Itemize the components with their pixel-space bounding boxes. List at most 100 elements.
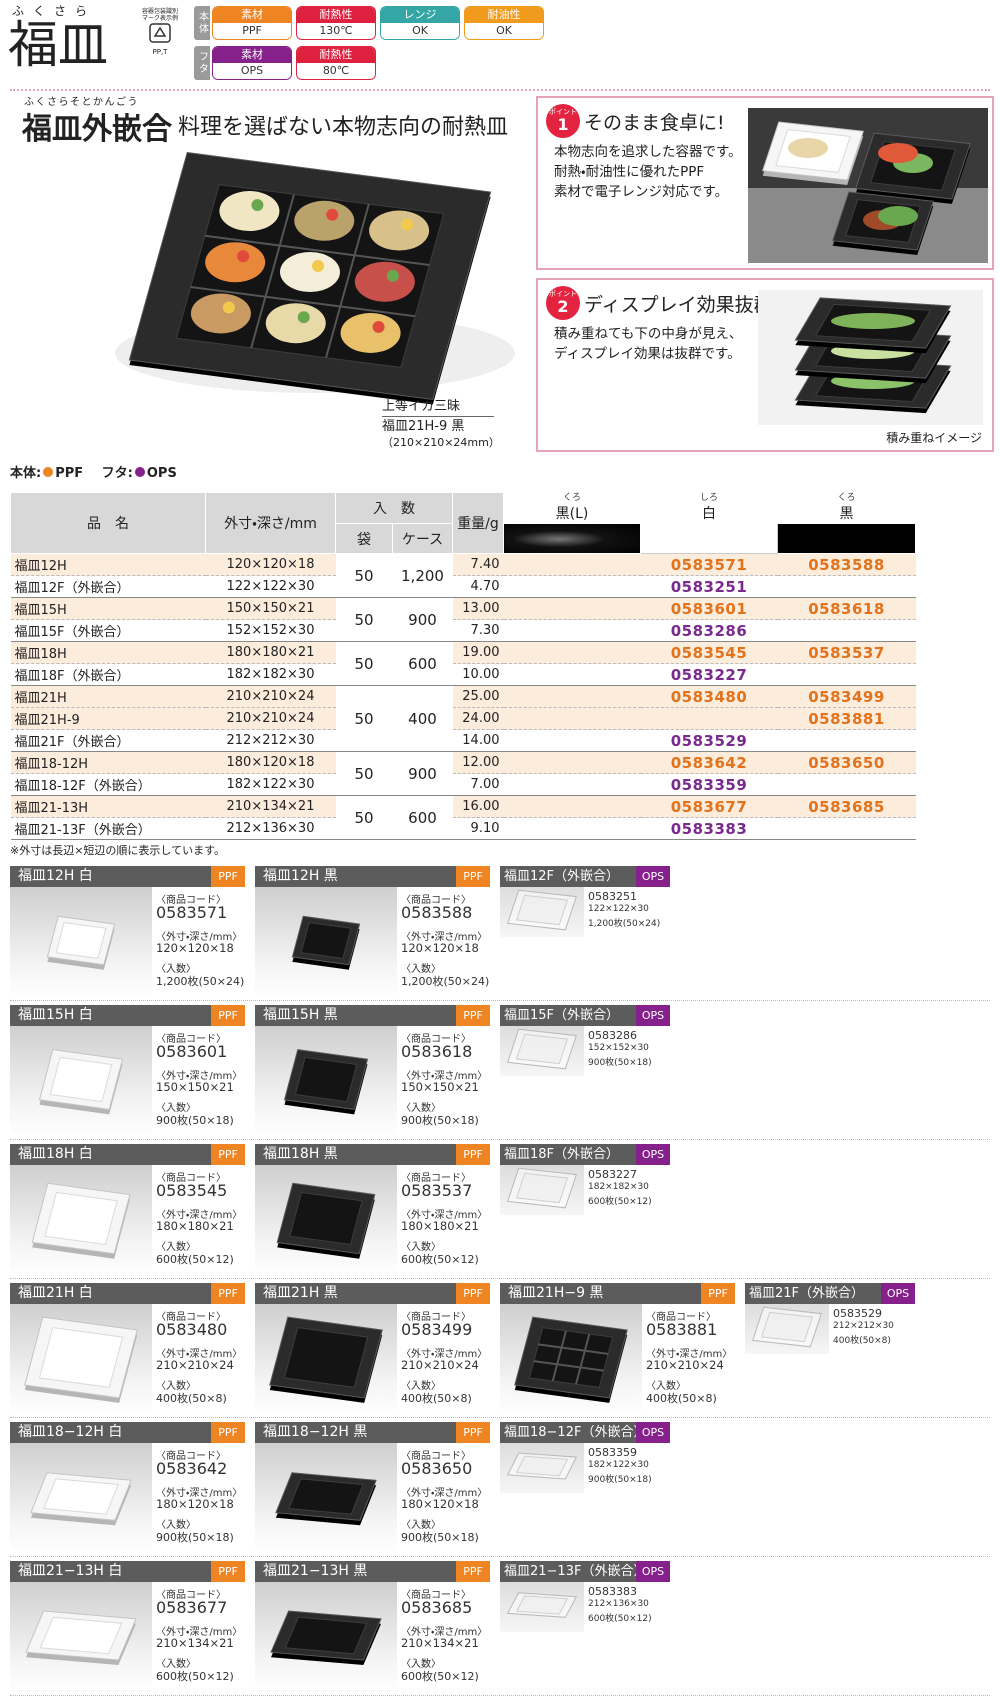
header-cell: くろ 黒(L) [503, 492, 641, 524]
dims: 180×120×18 [156, 1497, 234, 1511]
product-image [255, 1582, 397, 1693]
size: 212×136×30 [205, 817, 336, 840]
product-image [255, 1026, 397, 1137]
card-title: 福皿18−12F（外嵌合） [500, 1422, 670, 1443]
ruby: しろ [699, 493, 718, 503]
bag-qty: 50 [335, 751, 393, 796]
garnish [386, 269, 399, 282]
food [354, 261, 415, 302]
dims: 210×134×21 [156, 1636, 234, 1650]
table-row: 福皿12F（外嵌合） 122×122×30 4.70 0583251 [10, 575, 916, 598]
size: 182×122×30 [205, 773, 336, 796]
material-tag: PPF [456, 1283, 490, 1304]
bag-qty: 50 [335, 641, 393, 686]
caption-line: 福皿21H-9 黒 [382, 419, 465, 434]
weight: 13.00 [452, 597, 504, 620]
lid-code: 0583286 [640, 619, 778, 642]
code-label: 〈商品コード〉 [646, 1312, 716, 1323]
header-cell: しろ白 [640, 492, 778, 524]
qty: 900枚(50×18) [401, 1531, 479, 1544]
code-label: 〈商品コード〉 [156, 1312, 226, 1323]
recycle-icon [149, 23, 171, 43]
card-title: 福皿21H−9 黒 [500, 1283, 735, 1304]
bag-qty: 50 [335, 685, 393, 752]
table-row: 福皿15F（外嵌合） 152×152×30 7.30 0583286 [10, 619, 916, 642]
qty-label: 〈入数〉 [156, 964, 196, 975]
product-code: 0583286 [588, 1029, 637, 1042]
material-tag: OPS [881, 1283, 915, 1304]
dims: 210×210×24 [156, 1358, 234, 1372]
dims: 182×122×30 [588, 1460, 649, 1470]
table-row: 福皿21F（外嵌合） 212×212×30 14.00 0583529 [10, 729, 916, 752]
product-code: 0583618 [401, 1042, 473, 1061]
product-code: 0583529 [833, 1307, 882, 1320]
plate [30, 1472, 132, 1526]
dims: 120×120×18 [156, 941, 234, 955]
header-row: 袋 ケース [11, 523, 916, 554]
divider [190, 285, 416, 318]
plate [514, 1316, 628, 1403]
header-cell: 外寸・深さ/mm [205, 492, 336, 554]
weight: 24.00 [452, 707, 504, 730]
plate [507, 1028, 577, 1070]
food [280, 252, 340, 292]
product-name: 福皿21-13F（外嵌合） [10, 817, 206, 840]
food [831, 313, 915, 329]
card-title: 福皿18F（外嵌合） [500, 1144, 670, 1165]
card-title: 福皿21H 黒 [255, 1283, 490, 1304]
divider [575, 1333, 591, 1385]
lid-card: 福皿12F（外嵌合） OPS 0583251 122×122×30 1,200枚(50×… [500, 866, 670, 998]
plate-well [515, 1595, 569, 1615]
card-title: 福皿15H 黒 [255, 1005, 490, 1026]
food [190, 293, 251, 334]
legend-label: 本体: [10, 466, 42, 481]
dims: 212×212×30 [833, 1321, 894, 1331]
material-tag: OPS [636, 1561, 670, 1582]
dims-label: 〈外寸・深さ/mm〉 [156, 932, 243, 943]
code-black-l [503, 575, 641, 598]
product-code: 0583588 [401, 903, 473, 922]
plate [283, 1049, 369, 1115]
badge-label: 素材 [213, 47, 291, 63]
qty: 1,200枚(50×24) [156, 975, 245, 988]
lid-code: 0583529 [640, 729, 778, 752]
code-label: 〈商品コード〉 [401, 1173, 471, 1184]
dims: 210×134×21 [401, 1636, 479, 1650]
badge-label: レンジ [381, 7, 459, 23]
dims-label: 〈外寸・深さ/mm〉 [156, 1488, 243, 1499]
text-line: 耐熱・耐油性に優れたPPF [554, 164, 705, 180]
color-swatch [503, 523, 641, 554]
card-title: 福皿12H 黒 [255, 866, 490, 887]
badge-label: 耐熱性 [297, 7, 375, 23]
legend-value: PPF [55, 466, 84, 481]
header-label: 白 [702, 506, 716, 522]
plate [38, 1049, 124, 1115]
table-row: 福皿21H-9 210×210×24 24.00 0583881 [10, 707, 916, 730]
dims: 180×180×21 [401, 1219, 479, 1233]
code-black [777, 663, 916, 686]
plate-well [515, 1455, 569, 1477]
plate-well [44, 1191, 118, 1246]
dims: 150×150×21 [401, 1080, 479, 1094]
qty: 600枚(50×12) [156, 1253, 234, 1266]
material-tag: PPF [211, 1144, 245, 1165]
header-label: 黒(L) [555, 506, 589, 522]
material-tag: OPS [636, 1144, 670, 1165]
qty-label: 〈入数〉 [156, 1659, 196, 1670]
product-image [10, 1304, 152, 1415]
qty-label: 〈入数〉 [401, 1103, 441, 1114]
qty: 600枚(50×12) [401, 1670, 479, 1683]
lid-card: 福皿15F（外嵌合） OPS 0583286 152×152×30 900枚(50×18… [500, 1005, 670, 1137]
dims: 152×152×30 [588, 1043, 649, 1053]
weight: 7.40 [452, 553, 504, 576]
row-divider [10, 1000, 990, 1001]
material-tag: PPF [456, 1005, 490, 1026]
card-title: 福皿21H 白 [10, 1283, 245, 1304]
code-black: 0583650 [777, 751, 916, 774]
code-black-l [503, 795, 641, 818]
plate-well [289, 1191, 363, 1246]
bag-qty: 50 [335, 795, 393, 840]
food [265, 303, 326, 344]
point-image [758, 290, 983, 425]
card-title: 福皿21−13H 黒 [255, 1561, 490, 1582]
